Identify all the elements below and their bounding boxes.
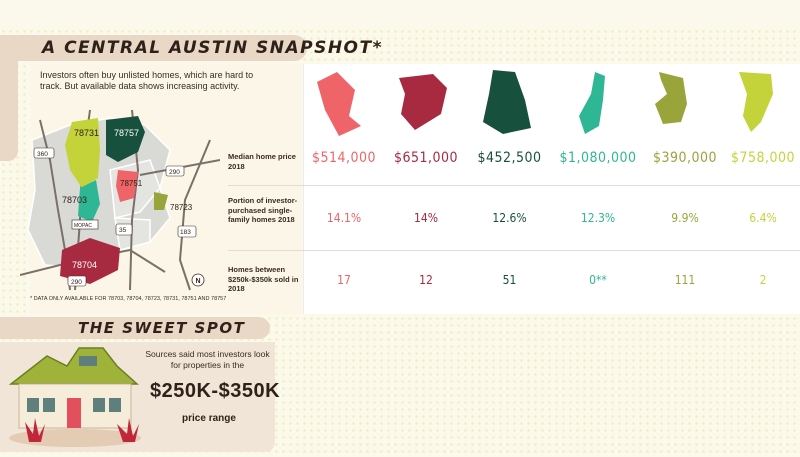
sweet-spot-title: THE SWEET SPOT (78, 319, 246, 337)
shield-35-icon (115, 223, 133, 236)
row-label-homes-sold: Homes between $250k-$350k sold in 2018 (228, 265, 299, 293)
zip-78751-icon (317, 72, 361, 136)
row-divider (228, 185, 800, 186)
page-title: A CENTRAL AUSTIN SNAPSHOT* (42, 38, 383, 58)
shield-mopac-icon (71, 219, 99, 230)
zip-78731-shape (65, 118, 100, 188)
zip-label-78757: 78757 (114, 128, 139, 138)
cell-price: $390,000 (652, 150, 718, 166)
shield-290-south-icon (67, 275, 87, 287)
row-label-investor-portion: Portion of investor-purchased single-fam… (228, 196, 298, 224)
cell-portion: 6.4% (749, 211, 777, 225)
cell-price: $1,080,000 (559, 150, 637, 166)
zip-78751-shape (116, 170, 138, 202)
road-label-290-south: 290 (71, 279, 82, 286)
cell-portion: 12.6% (492, 211, 527, 225)
cell-homes: 2 (759, 273, 767, 287)
zip-78703-shape (78, 180, 100, 222)
cell-homes: 0** (589, 273, 607, 287)
cell-portion: 14% (414, 211, 438, 225)
shield-360-icon (33, 147, 55, 159)
zip-78704-shape (60, 238, 120, 284)
zip-78757-shape (106, 116, 145, 162)
zip-shape-icons (317, 70, 773, 136)
north-arrow-icon (191, 273, 205, 287)
cell-price: $452,500 (477, 150, 542, 166)
cell-homes: 111 (674, 273, 696, 287)
compass-label: N (196, 278, 201, 285)
zip-78723-icon (655, 72, 687, 124)
cell-homes: 51 (502, 273, 517, 287)
window-left-2 (43, 398, 55, 412)
top-band (0, 0, 800, 30)
road-label-360: 360 (37, 151, 48, 158)
cell-price: $758,000 (730, 150, 796, 166)
zip-label-78723: 78723 (170, 203, 193, 212)
zip-78704-icon (399, 74, 447, 130)
zip-label-78751: 78751 (120, 179, 143, 188)
road-label-35: 35 (119, 227, 127, 234)
zip-78703-icon (579, 72, 605, 134)
row-divider (228, 250, 800, 251)
sweet-spot-text: Sources said most investors look for pro… (145, 349, 270, 370)
intro-text: Investors often buy unlisted homes, whic… (40, 70, 254, 91)
austin-map: 78731 78757 78703 78751 78723 78704 360 … (20, 109, 220, 291)
sweet-spot-band (0, 317, 270, 339)
cell-portion: 9.9% (671, 211, 699, 225)
zip-78723-shape (154, 192, 168, 210)
shield-290-east-icon (165, 165, 185, 177)
zip-label-78703: 78703 (62, 195, 87, 205)
window-right-2 (109, 398, 121, 412)
road-label-183: 183 (180, 229, 191, 236)
zip-78731-icon (739, 72, 773, 132)
cell-portion: 14.1% (326, 211, 362, 225)
cell-homes: 12 (419, 273, 433, 287)
left-tab (0, 61, 18, 161)
price-range: $250K-$350K (150, 380, 281, 402)
plant-right-icon (117, 418, 139, 442)
price-range-suffix: price range (182, 413, 236, 424)
house-roof (8, 347, 139, 385)
plant-left-icon (25, 418, 45, 442)
cell-homes: 17 (337, 273, 351, 287)
upper-window (79, 356, 97, 366)
road-label-290-east: 290 (169, 169, 180, 176)
footnote: * DATA ONLY AVAILABLE FOR 78703, 78704, … (30, 296, 227, 302)
window-left (27, 398, 39, 412)
column-divider (303, 64, 304, 314)
house-illustration (8, 347, 141, 447)
zip-label-78731: 78731 (74, 128, 99, 138)
header-band (0, 35, 307, 61)
data-table-card (303, 64, 800, 314)
cell-price: $651,000 (393, 150, 459, 166)
shield-183-icon (177, 225, 197, 238)
zip-78757-icon (483, 70, 531, 134)
road-label-mopac: MOPAC (74, 223, 92, 229)
window-right (93, 398, 105, 412)
cell-portion: 12.3% (580, 211, 616, 225)
door (67, 398, 81, 428)
row-label-median-price: Median home price 2018 (228, 152, 296, 171)
cell-price: $514,000 (311, 150, 377, 166)
zip-label-78704: 78704 (72, 260, 97, 270)
